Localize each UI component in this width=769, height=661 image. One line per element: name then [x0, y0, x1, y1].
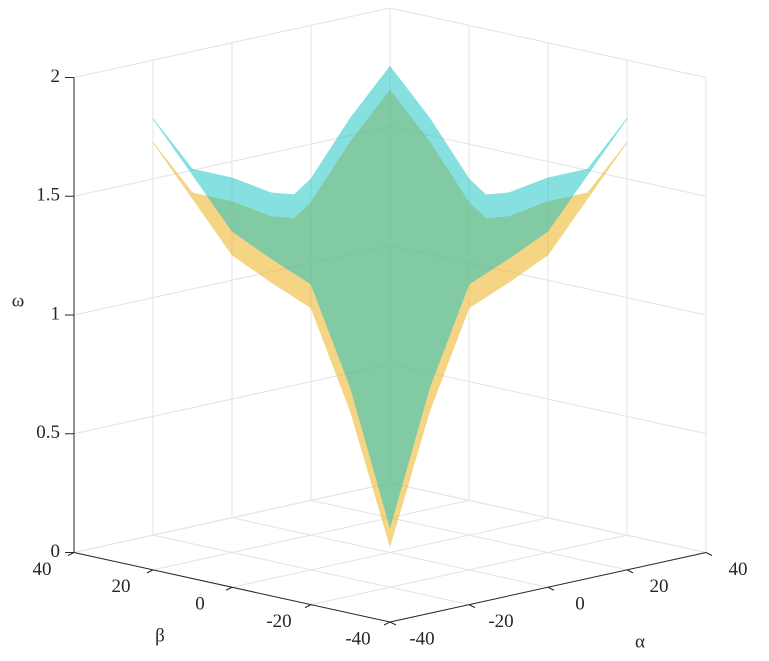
surface-patch — [350, 66, 430, 120]
grid-line — [231, 517, 549, 588]
x-tick-label: -20 — [488, 611, 513, 632]
surface-patch — [350, 331, 430, 528]
z-tick-label: 0 — [51, 541, 61, 562]
x-tick — [468, 604, 476, 609]
surface — [152, 66, 628, 528]
surface-patch — [547, 118, 628, 179]
surface-patch — [152, 118, 233, 179]
z-tick-label: 0.5 — [36, 422, 60, 443]
y-tick — [67, 552, 75, 556]
x-tick-label: -40 — [409, 628, 434, 649]
x-tick-label: 40 — [729, 559, 748, 580]
y-tick — [146, 569, 154, 574]
grid-line — [152, 499, 470, 571]
z-axis-title: ω — [12, 290, 25, 311]
x-tick — [547, 586, 555, 591]
y-tick-label: 20 — [112, 576, 131, 597]
y-tick-label: -40 — [345, 628, 370, 649]
x-axis-title: α — [635, 631, 645, 652]
y-tick — [383, 621, 391, 626]
x-tick — [626, 569, 634, 574]
z-tick-label: 1 — [51, 303, 61, 324]
y-axis-title: β — [155, 625, 165, 646]
axis-layer: 0 0.5 1 1.5 2 -40 -20 0 20 40 -40 -20 0 20 40 — [33, 66, 748, 650]
x-tick-label: 0 — [575, 594, 585, 615]
y-axis-line — [73, 552, 391, 623]
z-tick-label: 2 — [51, 66, 61, 87]
grid-line — [73, 482, 391, 553]
y-tick-label: 40 — [33, 559, 52, 580]
x-tick — [705, 552, 713, 556]
x-tick — [389, 621, 397, 626]
z-tick-label: 1.5 — [36, 185, 60, 206]
grid-line — [310, 534, 628, 606]
x-tick-label: 20 — [650, 576, 669, 597]
y-tick-label: -20 — [266, 611, 291, 632]
x-axis-line — [389, 552, 707, 623]
y-tick — [304, 604, 312, 609]
surface-layer — [152, 66, 628, 547]
y-tick — [225, 586, 233, 591]
y-tick-label: 0 — [195, 594, 205, 615]
